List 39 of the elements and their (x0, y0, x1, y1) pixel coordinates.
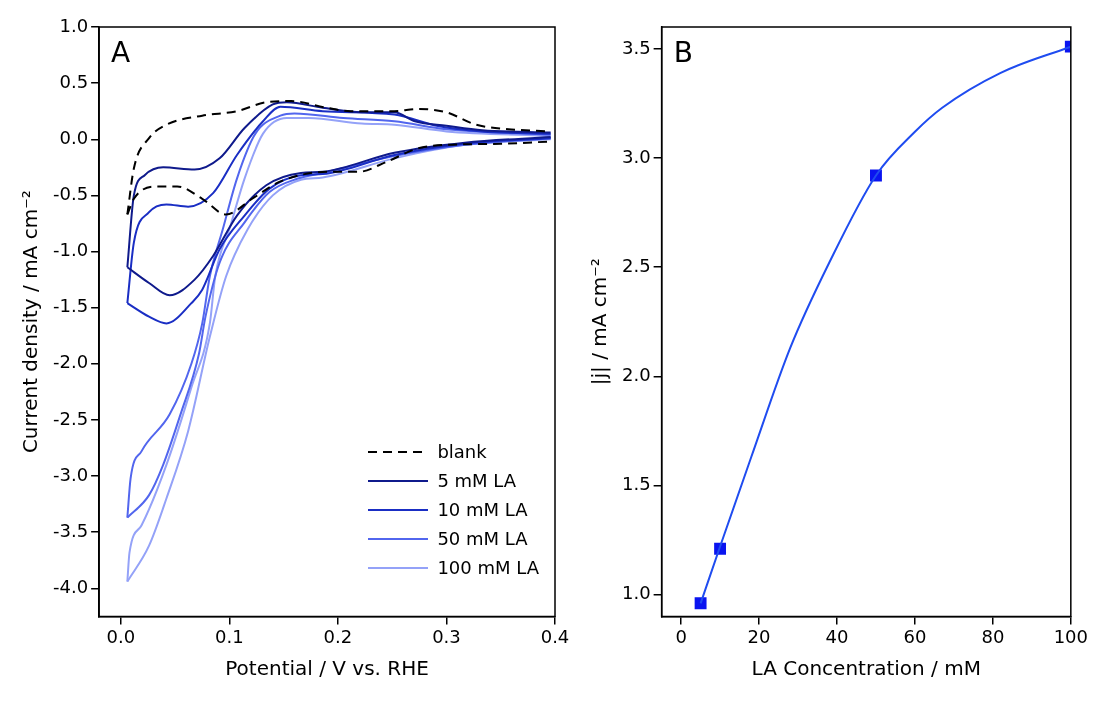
x-tick-label: 0.3 (432, 625, 461, 647)
y-tick-label: -1.0 (53, 239, 89, 261)
y-tick-label: 1.5 (621, 473, 651, 495)
y-tick-label: 0.5 (59, 70, 89, 92)
x-tick-label: 60 (903, 625, 927, 647)
y-tick-label: 2.5 (621, 254, 651, 276)
y-tick-label: 1.0 (59, 14, 89, 36)
legend-label: 10 mM LA (437, 498, 528, 522)
legend-label: 100 mM LA (437, 556, 539, 580)
y-tick-label: -4.0 (53, 576, 89, 598)
y-axis-title: Current density / mA cm⁻² (18, 190, 43, 454)
legend-label: blank (437, 440, 487, 464)
y-tick-label: -3.5 (53, 519, 89, 541)
y-tick-label: -3.0 (53, 463, 89, 485)
y-axis-title: |j| / mA cm⁻² (587, 258, 612, 386)
y-tick-label: -1.5 (53, 295, 89, 317)
x-tick-label: 100 (1053, 625, 1088, 647)
x-axis-title: Potential / V vs. RHE (225, 656, 429, 681)
y-tick-label: 0.0 (59, 126, 89, 148)
y-tick-label: 3.0 (621, 145, 651, 167)
x-tick-label: 0.1 (215, 625, 244, 647)
x-tick-label: 0.0 (106, 625, 136, 647)
y-tick-label: -2.0 (53, 351, 89, 373)
y-tick-label: 1.0 (621, 582, 651, 604)
x-axis-title: LA Concentration / mM (751, 656, 981, 681)
x-tick-label: 80 (981, 625, 1005, 647)
legend-label: 50 mM LA (437, 527, 528, 551)
x-tick-label: 20 (747, 625, 771, 647)
x-tick-label: 0.2 (323, 625, 353, 647)
x-tick-label: 0.4 (540, 625, 570, 647)
y-tick-label: 2.0 (621, 363, 651, 385)
x-tick-label: 40 (825, 625, 849, 647)
y-tick-label: -0.5 (53, 183, 89, 205)
y-tick-label: 3.5 (621, 36, 651, 58)
y-tick-label: -2.5 (53, 407, 89, 429)
annotation: B (673, 36, 693, 70)
x-tick-label: 0 (675, 625, 687, 647)
legend-label: 5 mM LA (437, 469, 517, 493)
annotation: A (111, 36, 131, 70)
